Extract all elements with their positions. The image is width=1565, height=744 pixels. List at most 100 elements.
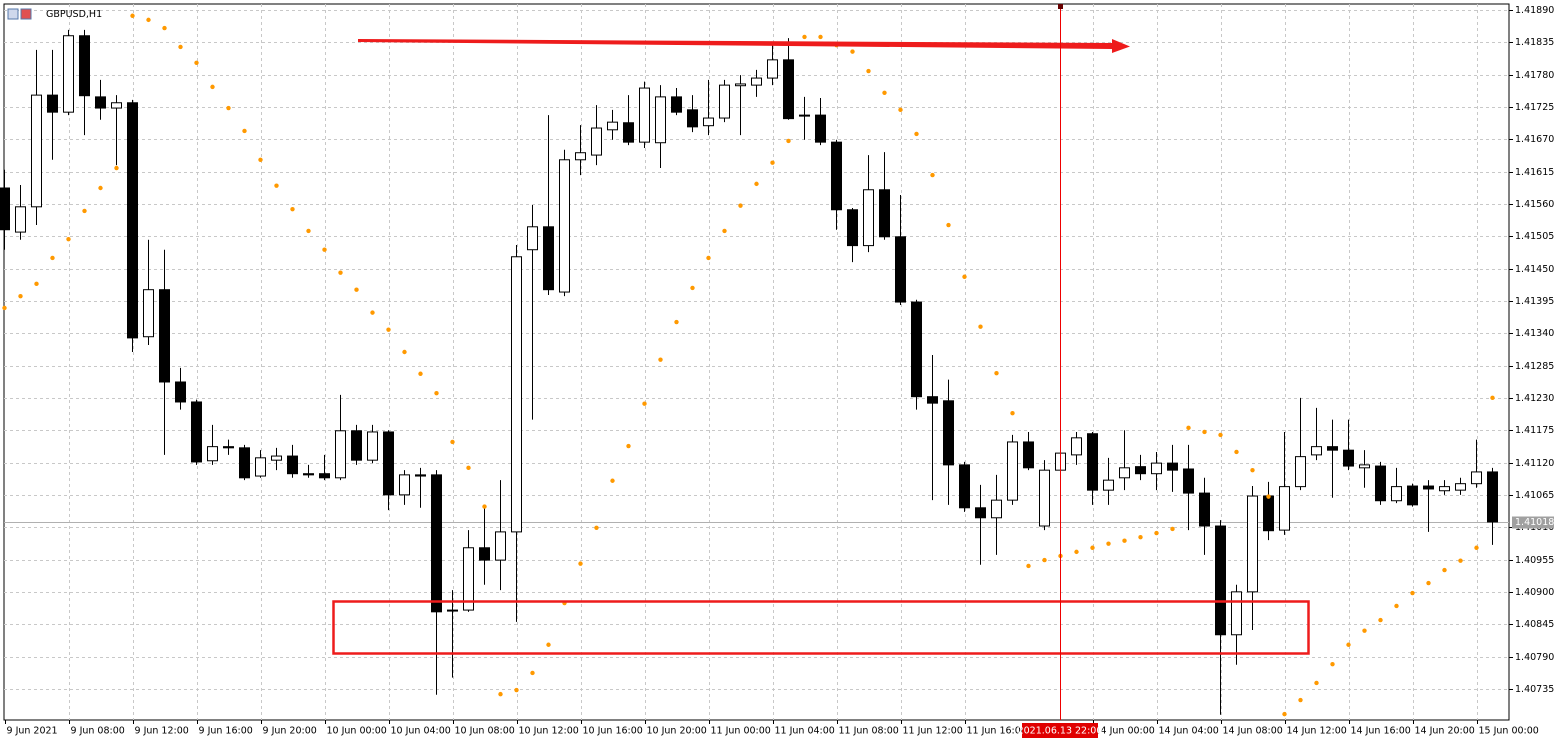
sar-dot bbox=[1138, 534, 1143, 540]
candle-body bbox=[63, 35, 74, 113]
candle-body bbox=[0, 187, 10, 231]
x-tick-label: 14 Jun 20:00 bbox=[1415, 726, 1475, 737]
candle-body bbox=[1455, 483, 1466, 491]
x-tick-label: 14 Jun 16:00 bbox=[1351, 726, 1411, 737]
sar-dot bbox=[1090, 545, 1095, 550]
sar-dot bbox=[978, 324, 983, 329]
chart-title: GBPUSD,H1 bbox=[46, 9, 102, 20]
candle-body bbox=[1167, 462, 1178, 471]
candle-body bbox=[1407, 485, 1418, 506]
sar-dot bbox=[34, 281, 39, 287]
y-tick-label: 1.41560 bbox=[1515, 199, 1554, 210]
sar-dot bbox=[18, 293, 23, 299]
crosshair-handle bbox=[1058, 4, 1063, 9]
candle-body bbox=[271, 455, 282, 461]
candle-body bbox=[1039, 469, 1050, 527]
y-tick-label: 1.41450 bbox=[1515, 264, 1554, 275]
y-tick-label: 1.40900 bbox=[1515, 587, 1554, 598]
candle-body bbox=[415, 474, 426, 477]
sar-dot bbox=[610, 478, 615, 483]
sar-dot bbox=[210, 84, 215, 90]
y-tick-label: 1.41670 bbox=[1515, 134, 1554, 145]
sar-dot bbox=[338, 270, 343, 275]
candle-body bbox=[879, 189, 890, 238]
candle-body bbox=[1135, 466, 1146, 475]
y-tick-label: 1.40845 bbox=[1515, 619, 1554, 630]
sar-dot bbox=[114, 165, 119, 171]
sar-dot bbox=[1330, 661, 1335, 667]
marks bbox=[0, 13, 1498, 717]
candle-body bbox=[303, 473, 314, 476]
overlay: 2021.06.13 22:00 bbox=[332, 4, 1310, 738]
candle-body bbox=[1327, 446, 1338, 451]
x-tick-label: 9 Jun 20:00 bbox=[263, 726, 317, 737]
candle-body bbox=[399, 474, 410, 496]
sar-dot bbox=[322, 247, 327, 252]
sar-dot bbox=[274, 183, 279, 188]
sar-dot bbox=[674, 319, 679, 325]
plot-frame bbox=[3, 3, 1510, 721]
candle-body bbox=[543, 226, 554, 291]
candle-body bbox=[319, 473, 330, 479]
candle-body bbox=[735, 83, 746, 87]
sar-dot bbox=[1042, 557, 1047, 563]
candle-body bbox=[207, 446, 218, 462]
candle-body bbox=[335, 430, 346, 479]
x-tick-label: 9 Jun 08:00 bbox=[71, 726, 125, 737]
sar-dot bbox=[930, 172, 935, 178]
sar-dot bbox=[818, 34, 823, 40]
candle-body bbox=[127, 102, 138, 339]
sar-dot bbox=[434, 390, 439, 396]
x-tick-label: 14 Jun 00:00 bbox=[1095, 726, 1155, 737]
sar-dot bbox=[946, 222, 951, 228]
candle-body bbox=[959, 464, 970, 509]
sar-dot bbox=[914, 131, 919, 137]
sar-dot bbox=[258, 157, 263, 162]
arrow-annotation bbox=[358, 39, 1130, 53]
sar-dot bbox=[1490, 395, 1495, 401]
sar-dot bbox=[82, 208, 87, 214]
crosshair-label-box bbox=[1022, 723, 1098, 738]
sar-dot bbox=[386, 327, 391, 332]
candle-body bbox=[223, 446, 234, 449]
y-tick-label: 1.41725 bbox=[1515, 102, 1554, 113]
icon bbox=[20, 8, 32, 20]
y-tick-label: 1.40735 bbox=[1515, 684, 1554, 695]
sar-dot bbox=[1106, 541, 1111, 546]
candle-body bbox=[431, 474, 442, 613]
sar-dot bbox=[546, 642, 551, 647]
sar-dot bbox=[1202, 429, 1207, 435]
y-tick-label: 1.41230 bbox=[1515, 393, 1554, 404]
candle-body bbox=[383, 431, 394, 496]
x-tick-label: 10 Jun 12:00 bbox=[519, 726, 579, 737]
candle-body bbox=[559, 159, 570, 293]
y-tick-label: 1.41835 bbox=[1515, 37, 1554, 48]
sar-dot bbox=[658, 357, 663, 362]
sar-dot bbox=[1314, 680, 1319, 686]
candle-body bbox=[1423, 485, 1434, 490]
sar-dot bbox=[402, 349, 407, 355]
candle-body bbox=[1343, 449, 1354, 467]
sar-dot bbox=[1298, 697, 1303, 703]
sar-dot bbox=[50, 255, 55, 261]
sar-dot bbox=[514, 687, 519, 693]
candle-body bbox=[671, 96, 682, 113]
y-tick-label: 1.41340 bbox=[1515, 328, 1554, 339]
sar-dot bbox=[466, 465, 471, 471]
sar-dot bbox=[482, 504, 487, 509]
candle-body bbox=[911, 301, 922, 398]
y-tick-label: 1.41890 bbox=[1515, 5, 1554, 16]
x-tick-label: 9 Jun 12:00 bbox=[135, 726, 189, 737]
candle-body bbox=[1007, 441, 1018, 501]
crosshair-label: 2021.06.13 22:00 bbox=[1018, 726, 1103, 737]
candle-body bbox=[511, 256, 522, 533]
sar-dot bbox=[306, 228, 311, 234]
y-tick-label: 1.40955 bbox=[1515, 555, 1554, 566]
candle-body bbox=[1295, 456, 1306, 488]
sar-dot bbox=[866, 68, 871, 74]
candle-body bbox=[47, 94, 58, 113]
candle-body bbox=[1471, 471, 1482, 485]
sar-dot bbox=[1458, 558, 1463, 563]
sar-dot bbox=[738, 203, 743, 208]
